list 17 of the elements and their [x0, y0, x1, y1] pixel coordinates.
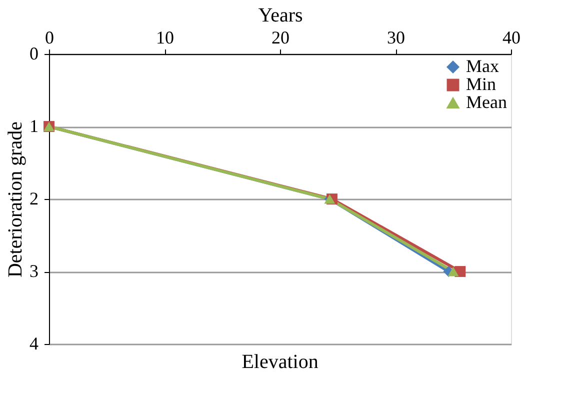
x-tick-label: 30: [387, 28, 405, 48]
legend-label: Min: [466, 74, 496, 94]
x-tick-label: 20: [272, 28, 290, 48]
y-tick-label: 1: [30, 116, 38, 136]
point: [448, 266, 459, 276]
x-tick-label: 40: [502, 28, 520, 48]
legend-label: Max: [466, 56, 499, 76]
y-tick-label: 4: [30, 334, 38, 354]
y-tick-label: 0: [30, 44, 38, 64]
x-tick-label: 0: [45, 28, 54, 48]
y-tick-label: 2: [30, 188, 38, 208]
legend-label: Mean: [466, 92, 507, 112]
text: Elevation: [242, 351, 318, 373]
x-axis-title: Years: [258, 4, 304, 26]
y-tick-label: 3: [30, 261, 38, 281]
x-tick-label: 10: [156, 28, 174, 48]
y-axis-title: Deterioration grade: [4, 121, 26, 278]
